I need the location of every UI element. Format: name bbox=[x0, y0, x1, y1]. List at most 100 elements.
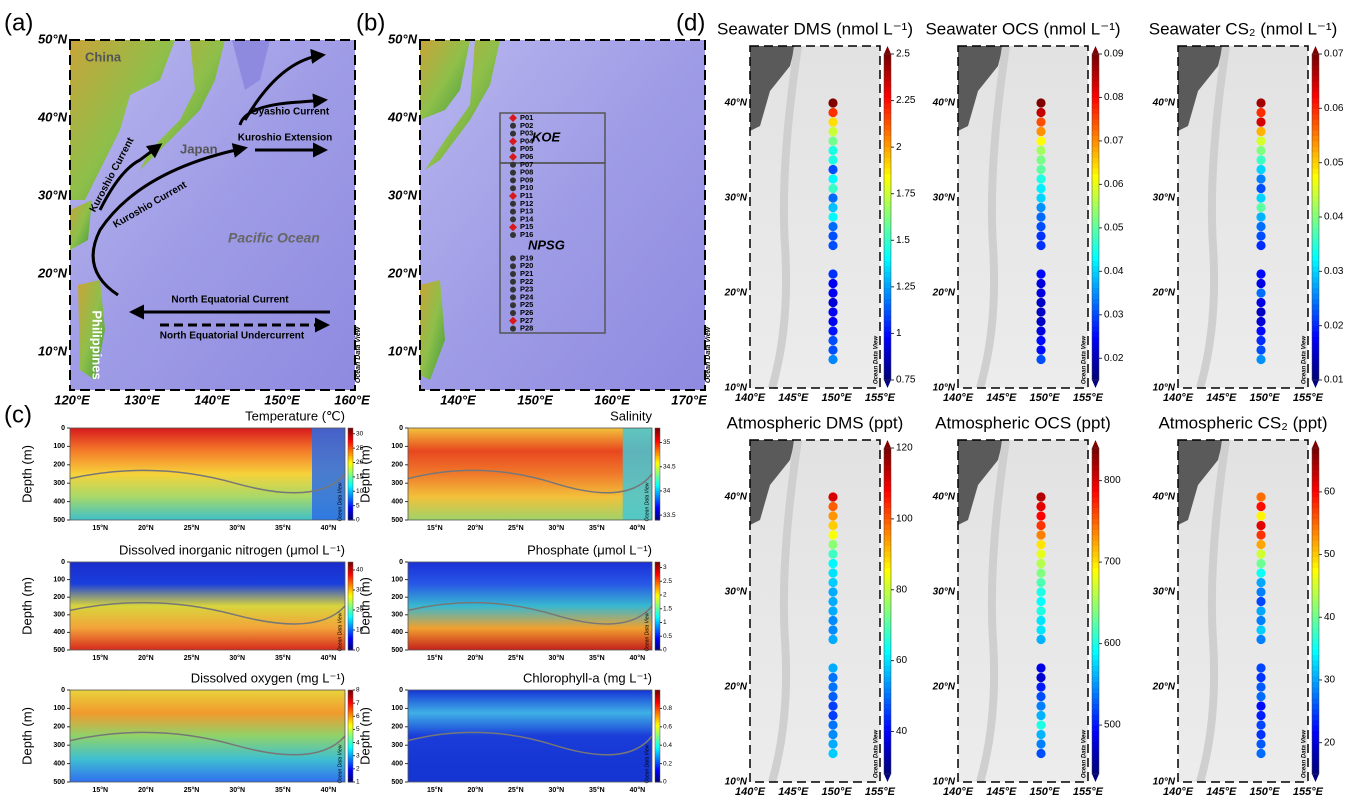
colorbar-cell bbox=[1092, 659, 1099, 666]
x-tick-label: 30°N bbox=[229, 654, 245, 662]
station-label: P22 bbox=[520, 277, 533, 286]
colorbar-arrow bbox=[884, 380, 891, 388]
colorbar-cell bbox=[1092, 173, 1099, 180]
colorbar-cell bbox=[884, 374, 891, 381]
colorbar-label: 30 bbox=[356, 587, 364, 594]
colorbar-cell bbox=[348, 570, 353, 574]
station-label: P10 bbox=[520, 183, 533, 192]
station-marker bbox=[509, 114, 517, 122]
station-marker bbox=[510, 161, 516, 168]
colorbar-cell bbox=[655, 480, 660, 484]
station-dot bbox=[1256, 269, 1266, 279]
colorbar-cell bbox=[348, 715, 353, 719]
colorbar-cell bbox=[655, 492, 660, 496]
station-dot bbox=[828, 297, 838, 308]
colorbar-cell bbox=[348, 612, 353, 616]
colorbar-cell bbox=[884, 244, 891, 251]
station-dot bbox=[828, 606, 838, 616]
colorbar-cell bbox=[348, 647, 353, 651]
station-dot bbox=[1256, 511, 1266, 521]
colorbar-cell bbox=[1312, 287, 1319, 294]
y-tick-label: 100 bbox=[391, 576, 403, 583]
lat-label: 30°N bbox=[38, 187, 68, 202]
colorbar-cell bbox=[884, 453, 891, 460]
colorbar-cell bbox=[655, 745, 660, 748]
colorbar-cell bbox=[348, 492, 353, 496]
colorbar-cell bbox=[1092, 303, 1099, 310]
land bbox=[958, 46, 1003, 131]
colorbar-cell bbox=[1092, 638, 1099, 645]
colorbar-label: 0.07 bbox=[1104, 136, 1124, 147]
map-a bbox=[69, 39, 356, 391]
map-background bbox=[750, 440, 880, 782]
y-tick-label: 400 bbox=[391, 629, 403, 636]
credit: Ocean Data View bbox=[355, 326, 362, 383]
y-tick-label: 500 bbox=[391, 779, 403, 786]
plot-frame bbox=[69, 689, 346, 783]
colorbar-cell bbox=[655, 499, 660, 503]
colorbar-cell bbox=[1312, 600, 1319, 607]
colorbar-cell bbox=[884, 464, 891, 471]
plot-title: Chlorophyll-a (mg L⁻¹) bbox=[523, 670, 652, 685]
shelf bbox=[768, 439, 802, 784]
colorbar-cell bbox=[1092, 238, 1099, 245]
map-background bbox=[958, 46, 1088, 388]
colorbar-cell bbox=[1092, 113, 1099, 120]
colorbar-cell bbox=[884, 763, 891, 770]
station-dot bbox=[1036, 530, 1046, 540]
colorbar-label: 7 bbox=[356, 700, 360, 707]
colorbar-cell bbox=[884, 627, 891, 634]
colorbar-cell bbox=[1312, 589, 1319, 596]
lon-label: 150°E bbox=[1030, 392, 1061, 404]
colorbar-cell bbox=[655, 729, 660, 732]
lon-label: 140°E bbox=[735, 392, 766, 404]
station-dot bbox=[1256, 98, 1266, 108]
colorbar-cell bbox=[655, 772, 660, 776]
colorbar-cell bbox=[655, 639, 660, 642]
contour-line bbox=[69, 601, 346, 625]
colorbar-cell bbox=[348, 610, 353, 614]
colorbar-cell bbox=[1092, 475, 1099, 482]
colorbar-cell bbox=[1312, 325, 1319, 332]
colorbar-cell bbox=[348, 770, 353, 774]
colorbar-cell bbox=[1092, 347, 1099, 354]
colorbar-cell bbox=[1092, 287, 1099, 294]
station-marker bbox=[510, 263, 516, 270]
colorbar-cell bbox=[1312, 352, 1319, 359]
colorbar-label: 100 bbox=[896, 514, 913, 525]
colorbar-cell bbox=[884, 529, 891, 536]
colorbar-cell bbox=[655, 490, 660, 493]
colorbar-cell bbox=[348, 692, 353, 696]
colorbar-cell bbox=[1312, 178, 1319, 185]
colorbar-cell bbox=[884, 59, 891, 66]
colorbar-cell bbox=[655, 726, 660, 730]
station-dot bbox=[828, 269, 838, 279]
colorbar-cell bbox=[1092, 374, 1099, 381]
colorbar-cell bbox=[655, 439, 660, 443]
contour-field bbox=[408, 562, 652, 650]
colorbar-cell bbox=[348, 460, 353, 463]
axis-label: Depth (m) bbox=[19, 707, 34, 765]
colorbar-cell bbox=[1312, 303, 1319, 310]
station-dot bbox=[1256, 117, 1266, 127]
colorbar-cell bbox=[1092, 195, 1099, 202]
colorbar-cell bbox=[884, 752, 891, 759]
colorbar-cell bbox=[348, 701, 353, 705]
colorbar-label: 40 bbox=[896, 726, 908, 737]
station-dot bbox=[1256, 701, 1266, 711]
station-dot bbox=[1036, 288, 1046, 298]
colorbar-cell bbox=[1092, 97, 1099, 104]
colorbar-cell bbox=[1092, 369, 1099, 376]
station-dot bbox=[1256, 155, 1266, 165]
station-dot bbox=[1036, 710, 1046, 721]
colorbar-label: 0.75 bbox=[896, 375, 916, 386]
colorbar-cell bbox=[1312, 140, 1319, 147]
colorbar-cell bbox=[1092, 81, 1099, 88]
colorbar-cell bbox=[1092, 665, 1099, 672]
colorbar-label: 0.03 bbox=[1324, 266, 1344, 277]
colorbar-cell bbox=[348, 462, 353, 466]
contour-line bbox=[69, 469, 346, 494]
colorbar-cell bbox=[1312, 719, 1319, 726]
colorbar-label: 0.03 bbox=[1104, 309, 1124, 320]
lat-label: 40°N bbox=[37, 109, 68, 124]
